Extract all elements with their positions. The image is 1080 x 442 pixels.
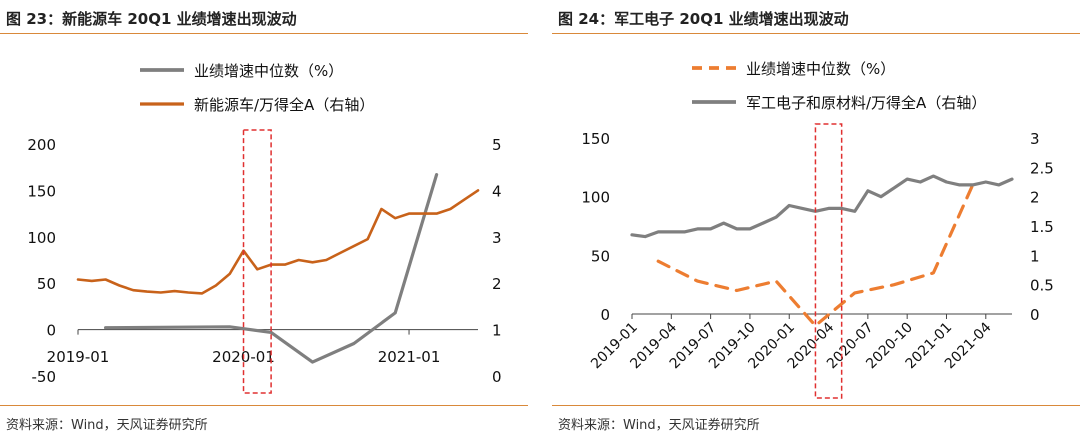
y-left-tick-label: -50 [32,368,57,386]
y-right-tick-label: 0.5 [1030,277,1054,295]
legend-label: 军工电子和原材料/万得全A（右轴） [746,94,986,112]
series-line [656,183,975,328]
figure-title: 图 23：新能源车 20Q1 业绩增速出现波动 [6,10,297,28]
y-right-tick-label: 1.5 [1030,218,1054,236]
series-line [630,174,1014,239]
highlight-box [814,123,843,399]
y-left-tick-label: 0 [600,306,610,324]
series-line [103,173,439,364]
footer-rule [552,405,1080,406]
y-right-tick-label: 2 [492,275,502,293]
line-chart: 业绩增速中位数（%） 军工电子和原材料/万得全A（右轴） 150 100 50 0 3 2.5… [581,60,1054,399]
y-left-tick-label: 100 [27,229,56,247]
legend-label: 业绩增速中位数（%） [194,62,343,80]
source-note: 资料来源：Wind，天风证券研究所 [6,418,208,433]
y-right-tick-label: 4 [492,182,502,200]
y-right-tick-label: 2 [1030,189,1040,207]
chart-panel-new-energy-vehicles: 图 23：新能源车 20Q1 业绩增速出现波动 业绩增速中位数（%） 新能源车/万… [0,0,528,442]
x-tick-label: 2019-01 [47,348,110,366]
y-right-tick-label: 2.5 [1030,159,1054,177]
y-left-tick-label: 100 [581,189,610,207]
y-right-tick-label: 3 [492,229,502,247]
y-left-tick-label: 150 [27,182,56,200]
y-left-tick-label: 0 [46,322,56,340]
legend-label: 业绩增速中位数（%） [746,60,895,78]
y-right-tick-label: 5 [492,136,502,154]
y-right-tick-label: 3 [1030,130,1040,148]
series-line [76,189,480,295]
figure-title: 图 24：军工电子 20Q1 业绩增速出现波动 [558,10,849,28]
highlight-box [242,129,272,394]
y-left-tick-label: 50 [591,247,610,265]
x-tick-label: 2021-01 [378,348,441,366]
footer-rule [0,405,528,406]
y-right-tick-label: 1 [492,322,502,340]
line-chart: 业绩增速中位数（%） 新能源车/万得全A（右轴） 200 150 100 50 0 -50 5 4… [27,62,502,394]
y-left-tick-label: 150 [581,130,610,148]
title-rule [0,33,528,34]
source-note: 资料来源：Wind，天风证券研究所 [558,418,760,433]
y-right-tick-label: 0 [1030,306,1040,324]
y-right-tick-label: 0 [492,368,502,386]
chart-panel-military-electronics: 图 24：军工电子 20Q1 业绩增速出现波动 业绩增速中位数（%） 军工电子和原… [552,0,1080,442]
y-left-tick-label: 50 [37,275,56,293]
y-right-tick-label: 1 [1030,247,1040,265]
y-left-tick-label: 200 [27,136,56,154]
legend-label: 新能源车/万得全A（右轴） [194,96,374,114]
title-rule [552,33,1080,34]
